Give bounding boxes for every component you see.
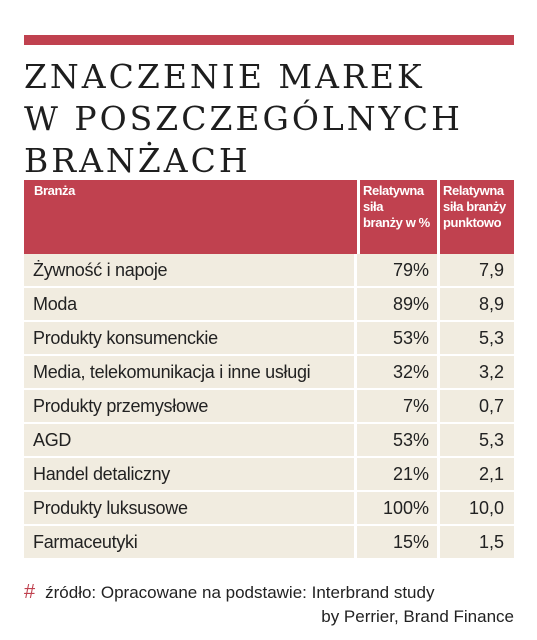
cell-branza: Produkty luksusowe [33,498,188,518]
cell-points: 3,2 [437,356,514,388]
cell-percent: 100% [354,492,437,524]
header-relative-points: Relatywna siła branży punktowo [437,180,514,254]
accent-bar [24,35,514,45]
cell-points: 5,3 [437,424,514,456]
cell-percent: 7% [354,390,437,422]
table-header: Branża Relatywna siła branży w % Relatyw… [24,180,514,254]
title-line-1: ZNACZENIE MAREK [24,57,425,96]
cell-points: 10,0 [437,492,514,524]
source-line-1: # źródło: Opracowane na podstawie: Interb… [24,580,514,605]
cell-points: 8,9 [437,288,514,320]
cell-percent: 89% [354,288,437,320]
title-line-3: BRANŻACH [24,141,251,180]
hash-icon: # [24,581,36,603]
header-relative-percent: Relatywna siła branży w % [357,180,437,254]
table-body: Żywność i napoje 79% 7,9 Moda 89% 8,9 Produkty… [24,254,514,560]
table-row: Media, telekomunikacja i inne usługi 32% 3… [24,356,514,390]
header-percent-line-2: siła [363,199,384,214]
cell-percent: 32% [354,356,437,388]
cell-points: 5,3 [437,322,514,354]
header-branza: Branża [24,180,354,254]
table-row: Produkty przemysłowe 7% 0,7 [24,390,514,424]
cell-points: 0,7 [437,390,514,422]
table-row: Moda 89% 8,9 [24,288,514,322]
cell-percent: 79% [354,254,437,286]
header-percent-line-1: Relatywna [363,183,424,198]
header-points-line-1: Relatywna [443,183,504,198]
cell-percent: 53% [354,322,437,354]
title-line-2: W POSZCZEGÓLNYCH [24,99,463,138]
brand-strength-table: Branża Relatywna siła branży w % Relatyw… [24,180,514,560]
header-points-line-2: siła branży [443,199,506,214]
header-percent-line-3: branży w % [363,215,430,230]
cell-branza: Handel detaliczny [33,464,170,484]
chart-title: ZNACZENIE MAREK W POSZCZEGÓLNYCH BRANŻAC… [24,56,514,182]
table-row: Produkty luksusowe 100% 10,0 [24,492,514,526]
cell-points: 2,1 [437,458,514,490]
source-text-1: źródło: Opracowane na podstawie: Interbr… [45,583,435,602]
header-branza-line: Branża [34,183,75,198]
table-row: Żywność i napoje 79% 7,9 [24,254,514,288]
cell-branza: Farmaceutyki [33,532,138,552]
table-row: Handel detaliczny 21% 2,1 [24,458,514,492]
cell-branza: Moda [33,294,77,314]
cell-branza: AGD [33,430,72,450]
cell-branza: Żywność i napoje [33,260,168,280]
cell-percent: 15% [354,526,437,558]
cell-percent: 53% [354,424,437,456]
cell-branza: Produkty konsumenckie [33,328,218,348]
header-points-line-3: punktowo [443,215,502,230]
cell-percent: 21% [354,458,437,490]
table-row: Farmaceutyki 15% 1,5 [24,526,514,560]
cell-points: 1,5 [437,526,514,558]
cell-branza: Media, telekomunikacja i inne usługi [33,362,311,382]
source-line-2: by Perrier, Brand Finance [321,607,514,626]
cell-points: 7,9 [437,254,514,286]
cell-branza: Produkty przemysłowe [33,396,209,416]
table-row: AGD 53% 5,3 [24,424,514,458]
table-row: Produkty konsumenckie 53% 5,3 [24,322,514,356]
source-note: # źródło: Opracowane na podstawie: Interb… [24,580,514,629]
